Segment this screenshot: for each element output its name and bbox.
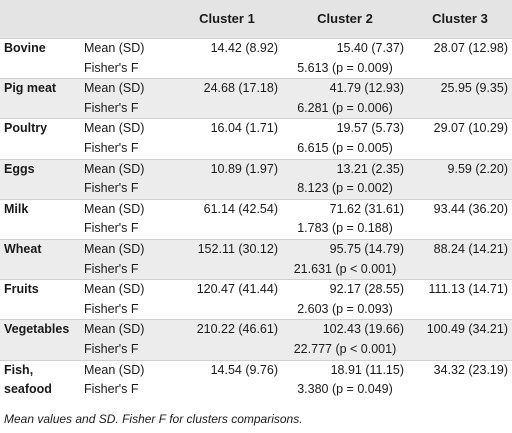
- table-footnote: Mean values and SD. Fisher F for cluster…: [4, 412, 303, 426]
- table-row-fisher: Fisher's F 22.777 (p < 0.001): [0, 339, 512, 360]
- mean-sd-label: Mean (SD): [84, 198, 172, 220]
- cluster-1-value: 120.47 (41.44): [172, 279, 282, 300]
- food-item-label: Fish, seafood: [0, 359, 84, 400]
- cluster-3-value: 100.49 (34.21): [408, 319, 512, 340]
- header-cluster-3: Cluster 3: [408, 0, 512, 39]
- table-row-mean: Eggs Mean (SD) 10.89 (1.97) 13.21 (2.35) 9.5…: [0, 158, 512, 200]
- fisher-f-value: 22.777 (p < 0.001): [172, 339, 512, 360]
- food-item-label: Fruits: [0, 279, 84, 320]
- cluster-2-value: 92.17 (28.55): [282, 279, 408, 300]
- cluster-1-value: 14.42 (8.92): [172, 37, 282, 59]
- fisher-f-label: Fisher's F: [84, 339, 172, 360]
- cluster-2-value: 19.57 (5.73): [282, 118, 408, 139]
- cluster-3-value: 93.44 (36.20): [408, 198, 512, 220]
- mean-sd-label: Mean (SD): [84, 37, 172, 59]
- table-row-fisher: Fisher's F 6.615 (p = 0.005): [0, 138, 512, 160]
- cluster-3-value: 28.07 (12.98): [408, 37, 512, 59]
- mean-sd-label: Mean (SD): [84, 319, 172, 340]
- food-item-label: Eggs: [0, 158, 84, 200]
- table-row-mean: Vegetables Mean (SD) 210.22 (46.61) 102.43 …: [0, 319, 512, 360]
- cluster-3-value: 111.13 (14.71): [408, 279, 512, 300]
- cluster-1-value: 14.54 (9.76): [172, 359, 282, 381]
- cluster-1-value: 10.89 (1.97): [172, 158, 282, 180]
- cluster-1-value: 152.11 (30.12): [172, 238, 282, 260]
- fisher-f-value: 1.783 (p = 0.188): [172, 219, 512, 240]
- header-cluster-2: Cluster 2: [282, 0, 408, 39]
- table-row-mean: Fish, seafood Mean (SD) 14.54 (9.76) 18.91 …: [0, 359, 512, 400]
- food-item-label: Vegetables: [0, 319, 84, 360]
- table-row-fisher: Fisher's F 21.631 (p < 0.001): [0, 259, 512, 280]
- cluster-3-value: 29.07 (10.29): [408, 118, 512, 139]
- header-cluster-1: Cluster 1: [172, 0, 282, 39]
- fisher-f-value: 21.631 (p < 0.001): [172, 259, 512, 280]
- cluster-1-value: 210.22 (46.61): [172, 319, 282, 340]
- header-empty-1: [0, 0, 84, 39]
- cluster-2-value: 95.75 (14.79): [282, 238, 408, 260]
- table-row-mean: Bovine Mean (SD) 14.42 (8.92) 15.40 (7.37) 2…: [0, 37, 512, 79]
- food-item-label: Bovine: [0, 37, 84, 79]
- mean-sd-label: Mean (SD): [84, 279, 172, 300]
- mean-sd-label: Mean (SD): [84, 359, 172, 381]
- cluster-2-value: 71.62 (31.61): [282, 198, 408, 220]
- cluster-1-value: 24.68 (17.18): [172, 78, 282, 99]
- table-row-mean: Pig meat Mean (SD) 24.68 (17.18) 41.79 (12.…: [0, 78, 512, 119]
- fisher-f-value: 6.615 (p = 0.005): [172, 138, 512, 160]
- cluster-2-value: 102.43 (19.66): [282, 319, 408, 340]
- table-row-mean: Wheat Mean (SD) 152.11 (30.12) 95.75 (14.79…: [0, 238, 512, 280]
- table-row-fisher: Fisher's F 2.603 (p = 0.093): [0, 299, 512, 320]
- cluster-3-value: 25.95 (9.35): [408, 78, 512, 99]
- cluster-2-value: 13.21 (2.35): [282, 158, 408, 180]
- table-body: Bovine Mean (SD) 14.42 (8.92) 15.40 (7.37) 2…: [0, 37, 512, 400]
- mean-sd-label: Mean (SD): [84, 78, 172, 99]
- fisher-f-label: Fisher's F: [84, 179, 172, 200]
- mean-sd-label: Mean (SD): [84, 238, 172, 260]
- cluster-2-value: 41.79 (12.93): [282, 78, 408, 99]
- mean-sd-label: Mean (SD): [84, 158, 172, 180]
- cluster-means-table: Cluster 1 Cluster 2 Cluster 3 Bovine Mean…: [0, 0, 512, 400]
- table-row-fisher: Fisher's F 8.123 (p = 0.002): [0, 179, 512, 200]
- table-row-mean: Milk Mean (SD) 61.14 (42.54) 71.62 (31.61) 9…: [0, 198, 512, 240]
- fisher-f-value: 8.123 (p = 0.002): [172, 179, 512, 200]
- table-row-mean: Poultry Mean (SD) 16.04 (1.71) 19.57 (5.73)…: [0, 118, 512, 160]
- fisher-f-label: Fisher's F: [84, 98, 172, 119]
- cluster-2-value: 18.91 (11.15): [282, 359, 408, 381]
- fisher-f-value: 5.613 (p = 0.009): [172, 58, 512, 79]
- fisher-f-label: Fisher's F: [84, 138, 172, 160]
- fisher-f-label: Fisher's F: [84, 58, 172, 79]
- mean-sd-label: Mean (SD): [84, 118, 172, 139]
- cluster-1-value: 16.04 (1.71): [172, 118, 282, 139]
- fisher-f-label: Fisher's F: [84, 380, 172, 400]
- fisher-f-label: Fisher's F: [84, 259, 172, 280]
- cluster-3-value: 34.32 (23.19): [408, 359, 512, 381]
- table-row-fisher: Fisher's F 1.783 (p = 0.188): [0, 219, 512, 240]
- table-row-mean: Fruits Mean (SD) 120.47 (41.44) 92.17 (28.5…: [0, 279, 512, 320]
- table-header-row: Cluster 1 Cluster 2 Cluster 3: [0, 0, 512, 39]
- fisher-f-value: 3.380 (p = 0.049): [172, 380, 512, 400]
- header-empty-2: [84, 0, 172, 39]
- cluster-1-value: 61.14 (42.54): [172, 198, 282, 220]
- cluster-2-value: 15.40 (7.37): [282, 37, 408, 59]
- fisher-f-label: Fisher's F: [84, 299, 172, 320]
- cluster-3-value: 88.24 (14.21): [408, 238, 512, 260]
- fisher-f-value: 6.281 (p = 0.006): [172, 98, 512, 119]
- fisher-f-label: Fisher's F: [84, 219, 172, 240]
- fisher-f-value: 2.603 (p = 0.093): [172, 299, 512, 320]
- food-item-label: Milk: [0, 198, 84, 240]
- table-row-fisher: Fisher's F 3.380 (p = 0.049): [0, 380, 512, 400]
- food-item-label: Pig meat: [0, 78, 84, 119]
- table-row-fisher: Fisher's F 6.281 (p = 0.006): [0, 98, 512, 119]
- food-item-label: Wheat: [0, 238, 84, 280]
- cluster-3-value: 9.59 (2.20): [408, 158, 512, 180]
- table-row-fisher: Fisher's F 5.613 (p = 0.009): [0, 58, 512, 79]
- food-item-label: Poultry: [0, 118, 84, 160]
